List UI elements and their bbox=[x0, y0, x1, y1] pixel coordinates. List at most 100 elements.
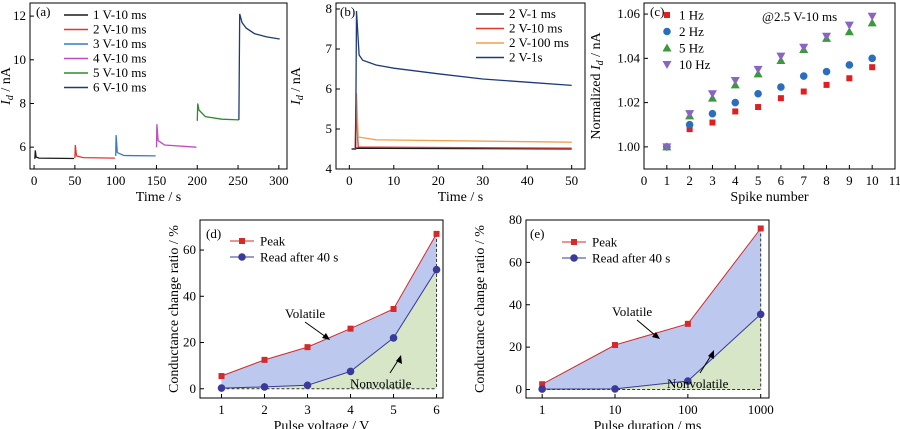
y-tick-label: 0 bbox=[190, 381, 197, 396]
y-tick-label: 1.00 bbox=[617, 139, 640, 154]
y-tick-label: 40 bbox=[509, 297, 522, 312]
panel-label: (a) bbox=[36, 4, 50, 19]
series-line bbox=[74, 144, 115, 159]
y-tick-label: 8 bbox=[326, 1, 333, 16]
legend-label: 2 V-10 ms bbox=[509, 21, 562, 36]
x-tick-label: 3 bbox=[709, 173, 716, 188]
x-axis-label: Pulse duration / ms bbox=[594, 419, 702, 429]
series-line bbox=[238, 13, 280, 120]
data-point bbox=[777, 95, 784, 102]
legend-label: 2 V-10 ms bbox=[93, 22, 146, 37]
panel-e: 1 10 100 1000 0 20 40 60 80 Pulse duration / ms Co… bbox=[473, 212, 774, 429]
legend-label: 4 V-10 ms bbox=[93, 51, 146, 66]
data-point bbox=[868, 54, 876, 63]
y-tick-label: 1.06 bbox=[617, 6, 640, 21]
panel-a: 0 50 100 150 200 250 300 6 8 10 12 Time / s Id / nA (… bbox=[0, 2, 289, 205]
legend-label: 1 Hz bbox=[679, 8, 704, 23]
x-axis-label: Spike number bbox=[730, 190, 808, 205]
x-tick-label: 4 bbox=[347, 402, 354, 417]
plot-frame bbox=[29, 2, 288, 170]
legend-label: Read after 40 s bbox=[592, 251, 670, 266]
x-tick-label: 4 bbox=[732, 173, 739, 188]
legend-marker bbox=[238, 253, 246, 261]
data-point bbox=[756, 310, 765, 319]
volatile-annotation: Volatile bbox=[285, 306, 325, 321]
data-point bbox=[686, 126, 693, 133]
volatile-annotation: Volatile bbox=[612, 304, 652, 319]
y-tick-label: 20 bbox=[183, 335, 196, 350]
legend-marker bbox=[664, 12, 670, 18]
x-tick-label: 40 bbox=[521, 173, 534, 188]
y-tick-label: 40 bbox=[183, 288, 196, 303]
data-point bbox=[708, 109, 717, 118]
data-point bbox=[732, 108, 739, 115]
plot-frame bbox=[525, 219, 770, 399]
data-point bbox=[799, 43, 809, 52]
plot-frame bbox=[199, 219, 444, 399]
data-point bbox=[730, 76, 740, 85]
nonvolatile-arrowhead bbox=[396, 355, 402, 364]
data-point bbox=[684, 320, 691, 327]
data-point bbox=[867, 12, 877, 21]
data-point bbox=[612, 342, 619, 349]
x-tick-label: 30 bbox=[476, 173, 489, 188]
data-point bbox=[709, 119, 716, 126]
nonvolatile-region bbox=[221, 269, 437, 389]
y-tick-label: 6 bbox=[20, 139, 27, 154]
data-point bbox=[869, 64, 876, 71]
panel-label: (e) bbox=[530, 226, 544, 241]
data-point bbox=[757, 225, 764, 232]
legend-label: 3 V-10 ms bbox=[93, 36, 146, 51]
legend-label: 2 V-100 ms bbox=[509, 35, 569, 50]
data-point bbox=[684, 377, 692, 385]
legend-marker bbox=[570, 254, 578, 262]
data-point bbox=[217, 384, 226, 392]
data-point bbox=[777, 83, 785, 91]
y-axis-label: Id / nA bbox=[289, 66, 306, 106]
x-tick-label: 1 bbox=[539, 402, 546, 417]
x-tick-label: 1 bbox=[218, 402, 225, 417]
data-point bbox=[346, 367, 355, 376]
x-tick-label: 50 bbox=[565, 173, 578, 188]
data-point bbox=[685, 120, 694, 129]
y-axis-label: Normalized Id / nA bbox=[589, 31, 606, 139]
series-line bbox=[115, 135, 156, 157]
legend-label: 1 V-10 ms bbox=[93, 7, 146, 22]
x-tick-label: 2 bbox=[686, 173, 693, 188]
legend-label: 10 Hz bbox=[679, 57, 711, 72]
panel-label: (c) bbox=[650, 4, 664, 19]
data-point bbox=[844, 21, 854, 30]
volatile-arrowhead bbox=[322, 333, 330, 340]
x-tick-label: 7 bbox=[800, 173, 807, 188]
data-point bbox=[822, 32, 832, 41]
x-tick-label: 200 bbox=[188, 173, 208, 188]
legend-label: 2 V-1s bbox=[509, 50, 543, 65]
y-tick-label: 1.02 bbox=[617, 95, 640, 110]
plot-frame bbox=[335, 2, 586, 170]
data-point bbox=[433, 230, 440, 237]
x-axis-label: Pulse voltage / V bbox=[274, 419, 370, 429]
data-point bbox=[260, 383, 269, 391]
panel-b: 0 10 20 30 40 50 4 5 6 7 8 Time / s Id / nA (b) 2 V-1 … bbox=[289, 1, 586, 205]
x-tick-label: 150 bbox=[147, 173, 167, 188]
volatile-region bbox=[542, 228, 761, 390]
y-tick-label: 10 bbox=[13, 52, 26, 67]
volatile-arrow bbox=[636, 319, 657, 337]
y-axis-label: Conductance change ratio / % bbox=[473, 225, 488, 393]
x-tick-label: 100 bbox=[678, 402, 698, 417]
data-point bbox=[776, 52, 786, 61]
x-axis-label: Time / s bbox=[136, 190, 181, 205]
x-tick-label: 50 bbox=[68, 173, 81, 188]
data-point bbox=[347, 325, 354, 332]
data-point bbox=[754, 89, 762, 98]
y-tick-label: 4 bbox=[326, 161, 333, 176]
data-point bbox=[707, 90, 717, 99]
x-tick-label: 250 bbox=[228, 173, 248, 188]
x-tick-label: 5 bbox=[755, 173, 762, 188]
y-tick-label: 8 bbox=[20, 95, 27, 110]
x-tick-label: 3 bbox=[304, 402, 311, 417]
data-point bbox=[662, 143, 672, 152]
x-tick-label: 100 bbox=[106, 173, 126, 188]
y-axis-label: Conductance change ratio / % bbox=[167, 225, 182, 393]
